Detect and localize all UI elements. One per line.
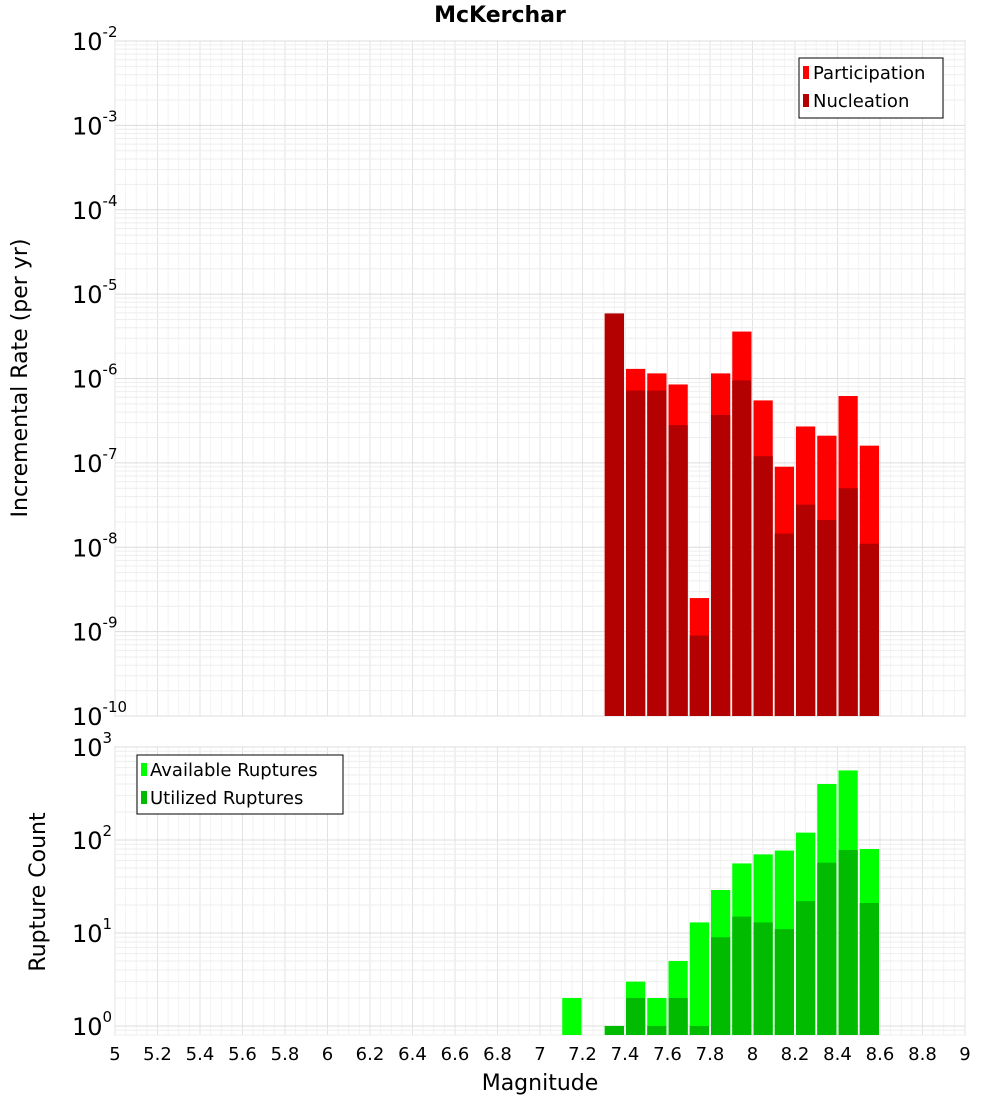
- bar-nucleation: [838, 488, 858, 716]
- legend-swatch-available-ruptures: [141, 763, 147, 776]
- bar-utilized-ruptures: [647, 1025, 667, 1035]
- bar-utilized-ruptures: [817, 862, 837, 1035]
- bar-utilized-ruptures: [626, 997, 646, 1035]
- chart-title: McKerchar: [434, 3, 566, 28]
- bar-available-ruptures: [647, 997, 667, 1035]
- x-tick-label: 8.2: [781, 1044, 810, 1065]
- top-panel: 10-2 10-3 10-4 10-5 10-6 10-7 10-8 10-9 10-10 In…: [8, 23, 966, 731]
- bar-utilized-ruptures: [753, 922, 773, 1035]
- x-tick-label: 9: [959, 1044, 970, 1065]
- top-gridlines: [114, 40, 966, 717]
- x-tick-label: 8.4: [823, 1044, 852, 1065]
- legend-label-nucleation: Nucleation: [813, 91, 909, 112]
- x-tick-label: 5.8: [271, 1044, 300, 1065]
- legend-label-available-ruptures: Available Ruptures: [150, 760, 318, 781]
- bottom-panel: 103 102 101 100 5 5.2 5.4 5.6 5.8 6 6.2 6.4 6.6 6.8 7…: [26, 729, 971, 1096]
- bottom-legend-box: [136, 754, 344, 815]
- x-tick-label: 6.6: [441, 1044, 470, 1065]
- bar-nucleation: [732, 380, 752, 716]
- bottom-y-axis-label: Rupture Count: [26, 812, 51, 972]
- bar-nucleation: [859, 543, 879, 716]
- bar-utilized-ruptures: [774, 929, 794, 1035]
- x-tick-label: 6.2: [356, 1044, 385, 1065]
- x-tick-label: 8.6: [866, 1044, 895, 1065]
- bar-nucleation: [796, 504, 816, 716]
- bar-nucleation: [668, 425, 688, 716]
- top-bars: [604, 313, 879, 716]
- x-tick-label: 7: [534, 1044, 545, 1065]
- bar-available-ruptures: [562, 997, 582, 1035]
- y-tick-label: 10-7: [72, 445, 118, 478]
- bar-utilized-ruptures: [859, 903, 879, 1035]
- top-y-axis-label: Incremental Rate (per yr): [8, 239, 33, 518]
- bar-available-ruptures: [689, 922, 709, 1035]
- top-legend: Participation Nucleation: [798, 57, 944, 119]
- bar-nucleation: [689, 635, 709, 716]
- top-legend-box: [798, 57, 944, 119]
- bottom-legend: Available Ruptures Utilized Ruptures: [136, 754, 344, 815]
- x-tick-label: 6: [322, 1044, 333, 1065]
- y-tick-label: 10-2: [72, 23, 118, 56]
- y-tick-label: 103: [72, 729, 112, 762]
- bottom-y-tick-labels: 103 102 101 100: [72, 729, 112, 1041]
- bar-nucleation: [711, 414, 731, 716]
- top-y-tick-labels: 10-2 10-3 10-4 10-5 10-6 10-7 10-8 10-9 10-10: [72, 23, 127, 731]
- bar-utilized-ruptures: [668, 997, 688, 1035]
- legend-swatch-nucleation: [803, 94, 809, 107]
- bar-nucleation: [604, 313, 624, 716]
- x-tick-labels: 5 5.2 5.4 5.6 5.8 6 6.2 6.4 6.6 6.8 7 7.2 7.4 7.6 7.8 8…: [109, 1044, 970, 1065]
- bar-utilized-ruptures: [796, 901, 816, 1035]
- bar-nucleation: [774, 533, 794, 716]
- y-tick-label: 102: [72, 822, 112, 855]
- bar-utilized-ruptures: [838, 850, 858, 1035]
- y-tick-label: 10-10: [72, 698, 127, 731]
- y-tick-label: 10-8: [72, 529, 118, 562]
- x-tick-label: 7.4: [611, 1044, 640, 1065]
- legend-label-utilized-ruptures: Utilized Ruptures: [150, 788, 303, 809]
- y-tick-label: 100: [72, 1008, 112, 1041]
- x-tick-label: 8.8: [908, 1044, 937, 1065]
- y-tick-label: 10-9: [72, 614, 118, 647]
- bottom-gridlines: [114, 746, 966, 1036]
- x-tick-label: 5.2: [143, 1044, 172, 1065]
- bar-nucleation: [647, 390, 667, 716]
- y-tick-label: 10-6: [72, 361, 118, 394]
- x-tick-label: 5.6: [228, 1044, 257, 1065]
- x-axis-label: Magnitude: [482, 1071, 599, 1096]
- x-tick-label: 7.6: [653, 1044, 682, 1065]
- bar-utilized-ruptures: [711, 937, 731, 1035]
- x-tick-label: 7.2: [568, 1044, 597, 1065]
- x-tick-label: 5: [109, 1044, 120, 1065]
- y-tick-label: 10-3: [72, 107, 118, 140]
- x-tick-label: 8: [747, 1044, 758, 1065]
- x-tick-label: 6.8: [483, 1044, 512, 1065]
- bottom-bars: [562, 770, 879, 1035]
- bar-utilized-ruptures: [732, 916, 752, 1035]
- y-tick-label: 10-5: [72, 276, 118, 309]
- y-tick-label: 101: [72, 915, 112, 948]
- bar-nucleation: [817, 520, 837, 716]
- bar-utilized-ruptures: [604, 1025, 624, 1035]
- bar-nucleation: [753, 456, 773, 716]
- x-tick-label: 6.4: [398, 1044, 427, 1065]
- bar-nucleation: [626, 390, 646, 716]
- legend-label-participation: Participation: [813, 63, 925, 84]
- legend-swatch-utilized-ruptures: [141, 791, 147, 804]
- x-tick-label: 5.4: [186, 1044, 215, 1065]
- x-tick-label: 7.8: [696, 1044, 725, 1065]
- bar-utilized-ruptures: [689, 1025, 709, 1035]
- legend-swatch-participation: [803, 66, 809, 79]
- y-tick-label: 10-4: [72, 192, 118, 225]
